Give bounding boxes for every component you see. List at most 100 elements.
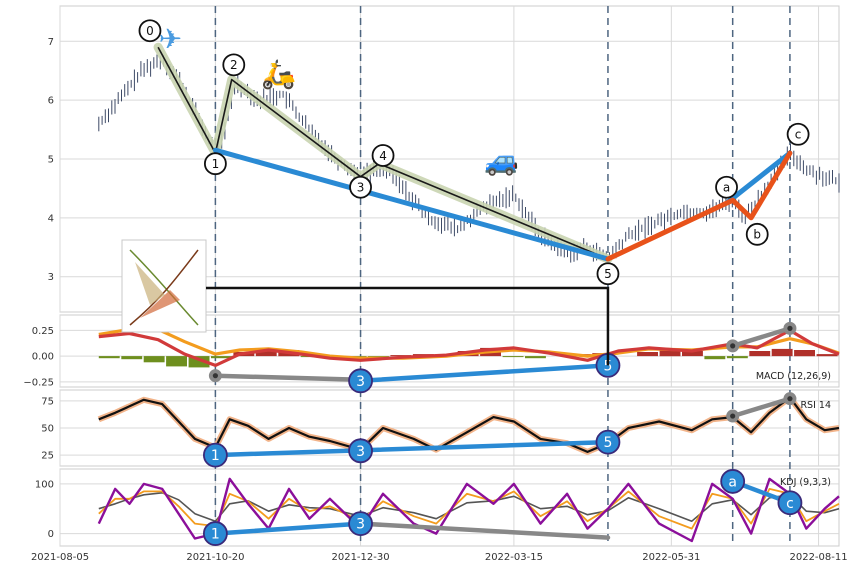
y-tick-label: 6 xyxy=(48,96,54,107)
y-tick-label: −0.25 xyxy=(23,377,54,388)
macd-histogram-bar xyxy=(166,356,187,367)
y-tick-label: 75 xyxy=(41,396,54,407)
wave-label-circle xyxy=(786,122,810,146)
wave-label-text: 3 xyxy=(357,181,365,195)
y-tick-label: 0 xyxy=(48,529,54,540)
indicator-marker-label: 5 xyxy=(603,358,612,374)
wave-label-circle xyxy=(138,19,162,43)
price-panel: ✈ 🛵 🚙 0 1 2 3 4 5 a b c xyxy=(98,19,840,286)
macd-divergence-gray-2 xyxy=(730,326,793,349)
macd-histogram-bar xyxy=(816,354,838,357)
kdj-divergence-gray xyxy=(358,521,611,540)
wave-label-text: 5 xyxy=(604,267,612,281)
wave-label-text: 0 xyxy=(146,24,154,38)
macd-histogram-bar xyxy=(390,355,412,357)
indicator-marker-label: a xyxy=(728,474,737,490)
indicator-marker-label: 1 xyxy=(211,527,220,543)
kdj-j-line xyxy=(97,477,840,543)
y-tick-label: 3 xyxy=(48,272,54,283)
wave-line xyxy=(157,46,609,260)
y-tick-label: 4 xyxy=(48,213,54,224)
wave-label-circle xyxy=(715,175,738,199)
macd-histogram-bar xyxy=(525,356,546,359)
y-tick-label: 0.00 xyxy=(32,352,54,363)
car-icon: 🚙 xyxy=(484,144,519,177)
indicator-marker xyxy=(202,442,228,468)
indicator-marker-label: 3 xyxy=(356,374,365,390)
rsi-panel-label: RSI 14 xyxy=(800,400,831,411)
macd-divergence-blue xyxy=(358,363,611,384)
indicator-marker xyxy=(777,490,803,516)
y-tick-label: 100 xyxy=(35,479,54,490)
macd-histogram-bar xyxy=(188,356,210,368)
wave-label-circle xyxy=(222,53,246,77)
correction-line xyxy=(605,150,793,262)
y-tick-label: 5 xyxy=(48,155,54,166)
indicator-marker-dot xyxy=(730,343,736,349)
y-tick-label: 25 xyxy=(41,451,54,462)
wave-label-circle xyxy=(349,175,372,199)
y-tick-label: 0.25 xyxy=(32,326,54,337)
rsi-panel: RSI 14 1 3 5 xyxy=(97,392,840,468)
kdj-panel: KDJ (9,3,3) 1 3 a c xyxy=(97,469,840,546)
macd-divergence-gray-1 xyxy=(213,373,363,383)
wave-label-circle xyxy=(745,222,769,246)
macd-histogram-bar xyxy=(502,356,524,358)
x-tick-label: 2022-08-11 xyxy=(789,552,847,563)
macd-histogram-bar xyxy=(749,351,771,357)
indicator-marker-label: 3 xyxy=(356,444,365,460)
rsi-divergence-blue xyxy=(213,439,611,458)
indicator-marker-dot xyxy=(730,413,736,419)
macd-histogram-bar xyxy=(121,356,143,360)
indicator-marker xyxy=(202,521,228,546)
wave-label-text: c xyxy=(795,128,802,142)
macd-histogram-bar xyxy=(682,351,703,357)
x-tick-label: 2021-08-05 xyxy=(31,552,89,563)
indicator-marker-label: 1 xyxy=(211,448,220,464)
trend-line-1-5 xyxy=(212,147,611,262)
macd-histogram-bar xyxy=(726,356,748,359)
indicator-marker xyxy=(348,368,373,394)
macd-histogram-bar xyxy=(637,352,658,357)
axis-labels: 2021-08-05 2021-10-20 2021-12-30 2022-03-15… xyxy=(23,37,847,563)
indicator-marker-dot xyxy=(212,373,218,379)
thumbnail-curve xyxy=(129,249,199,326)
macd-histogram-bar xyxy=(771,348,793,357)
connector-line xyxy=(206,286,610,366)
kdj-panel-label: KDJ (9,3,3) xyxy=(780,477,831,488)
indicator-marker-dot xyxy=(787,325,793,331)
macd-histogram-bar xyxy=(794,350,815,357)
macd-histogram-bar xyxy=(211,356,232,359)
wave-label-text: 4 xyxy=(379,149,387,163)
wave-label-text: b xyxy=(753,228,761,242)
scooter-icon: 🛵 xyxy=(261,58,296,91)
trend-line-a-c xyxy=(724,150,793,206)
y-tick-label: 7 xyxy=(48,37,54,48)
indicator-marker xyxy=(348,511,373,537)
thumbnail-shape xyxy=(140,290,180,318)
indicator-marker-dot xyxy=(787,396,793,402)
wave-label-text: 2 xyxy=(230,58,238,72)
rsi-divergence-gray xyxy=(730,396,793,419)
macd-panel-label: MACD (12,26,9) xyxy=(756,371,831,382)
wave-label-circle xyxy=(371,144,395,167)
indicator-marker-label: 5 xyxy=(603,435,612,451)
x-tick-label: 2021-12-30 xyxy=(331,552,389,563)
kdj-divergence-blue-1 xyxy=(213,521,363,536)
macd-histogram-bar xyxy=(98,356,120,359)
thumbnail-inset xyxy=(121,239,207,333)
x-tick-label: 2022-05-31 xyxy=(642,552,700,563)
macd-panel: MACD (12,26,9) 3 5 xyxy=(98,321,840,394)
macd-histogram-bar xyxy=(704,356,726,360)
macd-histogram-bar xyxy=(659,350,681,357)
macd-histogram-bar xyxy=(143,356,165,363)
wave-label-circle xyxy=(596,262,620,286)
wave-label-text: a xyxy=(723,181,730,195)
indicator-marker-label: 3 xyxy=(356,517,365,533)
airplane-icon: ✈ xyxy=(159,22,182,55)
wave-label-circle xyxy=(203,152,227,176)
indicator-marker-label: c xyxy=(786,496,794,512)
wave-label-text: 1 xyxy=(212,157,220,171)
indicator-marker xyxy=(720,469,746,494)
